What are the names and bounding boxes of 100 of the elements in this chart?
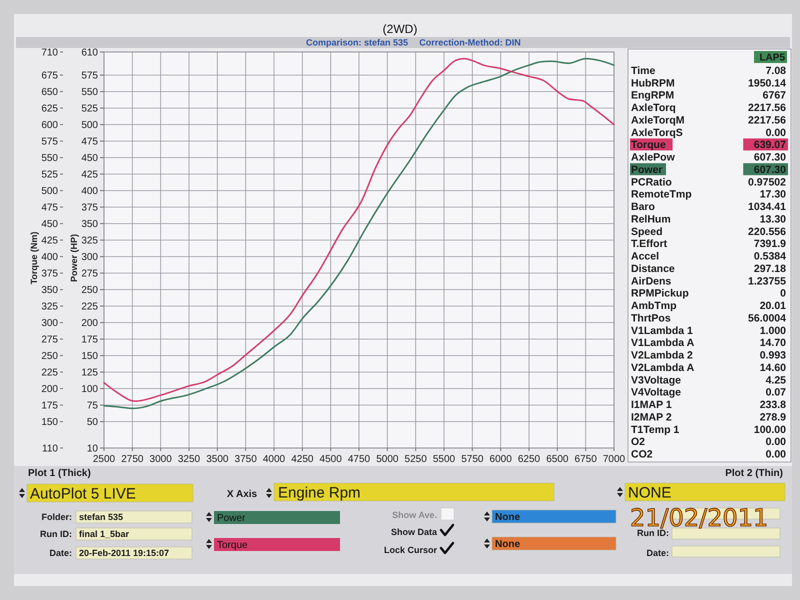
- text: Power: [217, 513, 246, 524]
- category-label: V1Lambda 1: [631, 324, 694, 337]
- category-label: HubRPM: [631, 77, 675, 90]
- category-label: Accel: [631, 250, 660, 263]
- category-label: AxlePow: [631, 152, 676, 164]
- y2-tick-label: 250: [81, 285, 98, 296]
- y2-tick-label: 550: [81, 87, 98, 98]
- x-tick-label: 5000: [376, 454, 399, 465]
- y-tick-label: 650: [41, 87, 58, 98]
- category-label: V3Voltage: [631, 374, 682, 386]
- y2-tick-label: 125: [81, 368, 98, 379]
- y-tick-label: 175: [41, 400, 58, 412]
- y2-tick-label: 475: [81, 136, 98, 148]
- y-tick-label: 375: [41, 268, 58, 280]
- y-tick-label: 325: [41, 302, 58, 313]
- category-label: V2Lambda A: [631, 362, 695, 374]
- y2-tick-label: 225: [81, 302, 98, 313]
- category-label: PCRatio: [631, 176, 672, 188]
- text: 7391.9: [754, 238, 786, 250]
- text: 220.556: [748, 226, 786, 238]
- x-tick-label: 5750: [461, 454, 484, 465]
- x-tick-label: 6250: [518, 454, 541, 465]
- text: 20.01: [760, 300, 786, 312]
- y2-tick-label: 525: [81, 104, 98, 115]
- y-tick-label: 425: [41, 236, 58, 247]
- text: NONE: [628, 484, 672, 502]
- text: 0.00: [766, 436, 786, 448]
- category-label: Time: [631, 64, 656, 77]
- y-tick-label: 575: [41, 136, 58, 148]
- text: 14.60: [760, 362, 786, 374]
- category-label: I1MAP 1: [631, 399, 672, 412]
- category-label: Distance: [631, 262, 675, 275]
- x-tick-label: 3000: [150, 454, 172, 465]
- y2-tick-label: 375: [81, 202, 98, 214]
- text: None: [495, 512, 520, 524]
- x-tick-label: 6750: [574, 454, 598, 465]
- text: Show Ave.: [392, 510, 437, 520]
- text: X Axis: [226, 489, 258, 500]
- y2-tick-label: 500: [81, 120, 98, 132]
- x-tick-label: 3250: [178, 454, 201, 465]
- y-tick-label: 450: [41, 219, 58, 230]
- text: 278.9: [760, 411, 786, 424]
- text: 233.8: [760, 399, 786, 412]
- y-tick-label: 110: [42, 444, 58, 455]
- x-tick-label: 4250: [291, 454, 314, 465]
- text: None: [495, 539, 520, 550]
- text: 17.30: [760, 188, 786, 201]
- y-tick-label: 275: [41, 334, 58, 346]
- y2-tick-label: 610: [81, 48, 98, 59]
- y2-tick-label: 400: [81, 186, 98, 198]
- category-label: T.Effort: [631, 238, 668, 250]
- text: Run ID:: [637, 528, 669, 538]
- x-tick-label: 4750: [348, 454, 371, 465]
- y-tick-label: 300: [41, 318, 58, 330]
- y-tick-label: 675: [41, 70, 58, 82]
- y2-tick-label: 350: [81, 219, 98, 230]
- y-tick-label: 150: [41, 417, 58, 428]
- text: final 1_5bar: [79, 529, 130, 540]
- text: AutoPlot 5 LIVE: [30, 485, 136, 502]
- y-tick-label: 710: [41, 48, 58, 59]
- chart-subtitle: Comparison: stefan 535: [306, 38, 408, 48]
- y2-tick-label: 100: [81, 384, 98, 396]
- text: Correction-Method: DIN: [419, 38, 521, 48]
- text: 2217.56: [748, 114, 786, 126]
- x-axis-title: Engine Rpm: [278, 484, 361, 502]
- y2-tick-label: 425: [81, 170, 98, 181]
- x-tick-label: 4500: [320, 454, 342, 465]
- category-label: V4Voltage: [631, 386, 682, 399]
- y2-tick-label: 150: [81, 351, 98, 362]
- y-axis-title: Torque (Nm): [29, 232, 39, 284]
- text: Torque: [217, 540, 248, 551]
- y-tick-label: 625: [41, 104, 58, 115]
- y-tick-label: 600: [41, 120, 58, 132]
- y2-tick-label: 275: [81, 268, 98, 280]
- category-label: V2Lambda 2: [631, 350, 694, 362]
- text: 639.07: [754, 139, 786, 152]
- category-label: AirDens: [631, 275, 672, 288]
- text: Date:: [646, 548, 669, 558]
- text: 1034.41: [748, 201, 786, 214]
- text: Show Data: [390, 527, 438, 537]
- category-label: ThrtPos: [631, 312, 671, 324]
- x-tick-label: 6500: [546, 454, 569, 465]
- x-tick-label: 2750: [121, 454, 144, 465]
- y2-tick-label: 300: [81, 252, 98, 264]
- category-label: Power: [631, 164, 663, 176]
- category-label: RemoteTmp: [631, 188, 692, 201]
- text: 1.000: [760, 324, 786, 337]
- text: Lock Cursor: [384, 545, 438, 555]
- text: LAP5: [759, 52, 786, 64]
- x-tick-label: 5250: [404, 454, 428, 465]
- x-tick-label: 4000: [262, 454, 286, 465]
- y-tick-label: 200: [41, 384, 58, 396]
- y2-tick-label: 575: [81, 70, 98, 82]
- x-tick-label: 2500: [92, 454, 116, 465]
- text: Run ID:: [40, 529, 72, 539]
- text: 100.00: [754, 424, 786, 436]
- y2-tick-label: 325: [81, 236, 98, 247]
- category-label: I2MAP 2: [631, 411, 672, 424]
- y2-tick-label: 450: [81, 153, 98, 164]
- text: 13.30: [760, 213, 786, 226]
